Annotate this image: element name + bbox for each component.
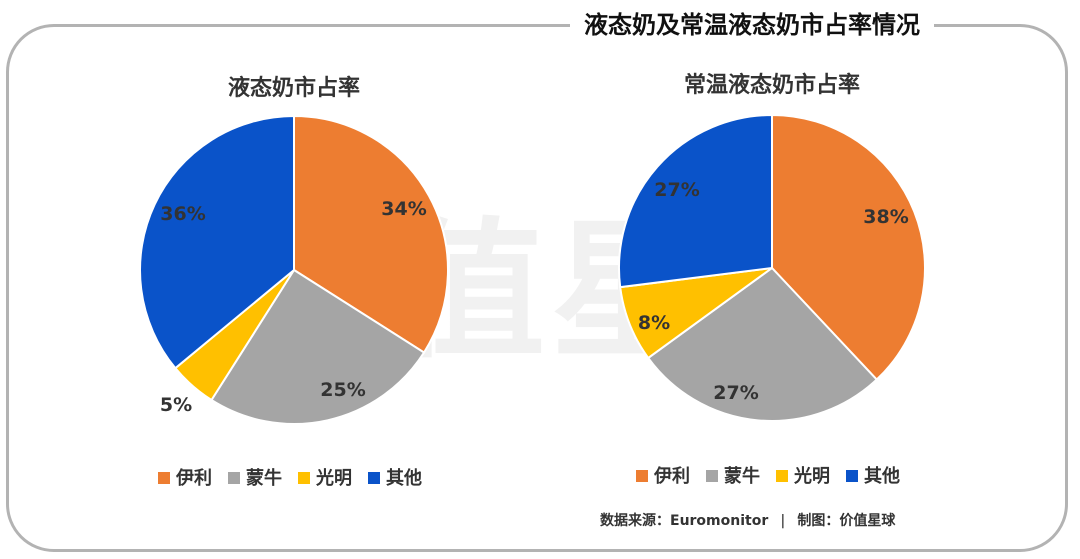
source-text: 数据来源：Euromonitor [600, 513, 769, 529]
pie-slice-蒙牛 [210, 268, 426, 425]
source-line: 数据来源：Euromonitor | 制图：价值星球 [600, 510, 895, 530]
legend-swatch-其他 [846, 470, 858, 482]
maker-text: 制图：价值星球 [797, 513, 896, 529]
legend-swatch-蒙牛 [228, 472, 240, 484]
chart-frame [6, 24, 1068, 552]
legend-label-其他: 其他 [864, 465, 900, 487]
slice-label-蒙牛: 25% [320, 379, 365, 401]
pie-slice-伊利 [771, 113, 926, 381]
pie-slice-其他 [618, 113, 773, 289]
legend-swatch-伊利 [636, 470, 648, 482]
legend-swatch-蒙牛 [706, 470, 718, 482]
legend-label-其他: 其他 [386, 467, 422, 489]
slice-label-光明: 8% [638, 312, 670, 334]
source-separator: | [780, 513, 786, 529]
slice-label-光明: 5% [160, 394, 192, 416]
pie-chart-1: 液态奶市占率 34% 25% 5% 36% 伊利 蒙牛 光明 其他 [139, 75, 449, 489]
legend-label-光明: 光明 [315, 467, 352, 489]
pie-title-1: 液态奶市占率 [228, 75, 360, 101]
legend-swatch-光明 [776, 470, 788, 482]
legend-label-伊利: 伊利 [175, 467, 212, 489]
pie-slice-其他 [139, 114, 295, 370]
legend-swatch-光明 [298, 472, 310, 484]
legend-swatch-其他 [368, 472, 380, 484]
legend-label-蒙牛: 蒙牛 [724, 465, 760, 487]
slice-label-其他: 36% [160, 203, 205, 225]
legend-label-蒙牛: 蒙牛 [246, 467, 282, 489]
slice-label-其他: 27% [654, 179, 699, 201]
pie-chart-2: 常温液态奶市占率 38% 27% 8% 27% 伊利 蒙牛 光明 其他 [618, 72, 926, 487]
legend-swatch-伊利 [158, 472, 170, 484]
slice-label-伊利: 34% [381, 198, 426, 220]
main-title: 液态奶及常温液态奶市占率情况 [570, 5, 934, 40]
pie-title-2: 常温液态奶市占率 [684, 72, 860, 98]
pie-slice-蒙牛 [646, 266, 879, 422]
legend-label-伊利: 伊利 [653, 465, 690, 487]
legend-label-光明: 光明 [793, 465, 830, 487]
slice-label-蒙牛: 27% [713, 382, 758, 404]
slice-label-伊利: 38% [863, 206, 908, 228]
